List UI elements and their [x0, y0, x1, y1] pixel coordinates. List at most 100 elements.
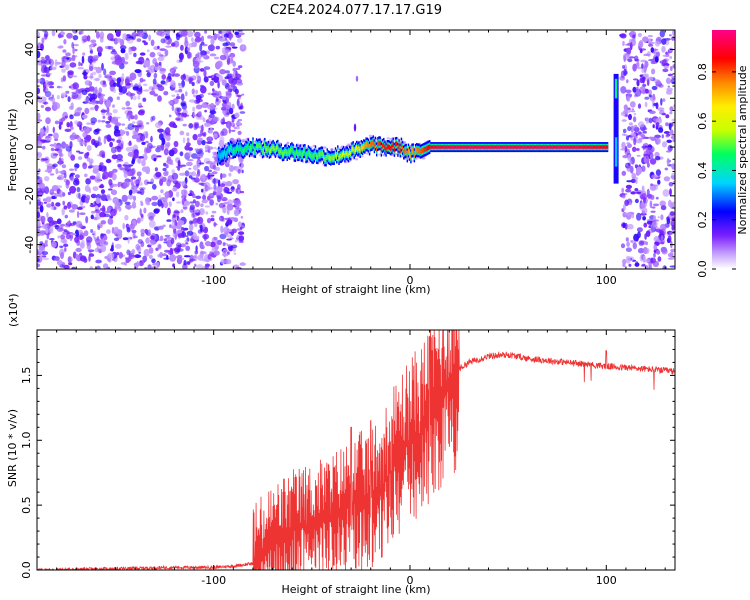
- noise-speckle: [142, 79, 146, 82]
- noise-speckle: [669, 211, 675, 216]
- signal-band-core: [438, 145, 440, 149]
- noise-speckle: [230, 42, 236, 47]
- noise-speckle: [110, 189, 118, 196]
- noise-speckle: [161, 253, 167, 257]
- signal-band-core: [351, 146, 353, 152]
- noise-speckle: [229, 231, 233, 234]
- signal-band-core: [409, 151, 411, 157]
- noise-speckle: [124, 52, 129, 61]
- noise-speckle: [63, 173, 67, 179]
- signal-band-core: [573, 145, 576, 149]
- noise-speckle: [53, 153, 59, 156]
- noise-speckle: [136, 171, 142, 177]
- noise-speckle: [187, 46, 191, 52]
- signal-band-core: [470, 145, 472, 149]
- noise-speckle: [620, 33, 627, 39]
- signal-halo: [212, 161, 216, 164]
- signal-band-core: [250, 145, 252, 151]
- signal-band-core: [284, 149, 286, 155]
- noise-speckle: [65, 52, 71, 57]
- noise-speckle: [220, 121, 228, 124]
- noise-speckle: [179, 164, 187, 167]
- noise-speckle: [221, 106, 227, 111]
- noise-speckle: [654, 56, 659, 63]
- noise-speckle: [652, 124, 655, 129]
- noise-speckle: [629, 101, 636, 108]
- signal-halo: [378, 153, 382, 156]
- noise-speckle: [631, 108, 635, 111]
- signal-halo: [212, 155, 216, 159]
- signal-band-core: [498, 145, 500, 149]
- signal-halo: [312, 144, 316, 148]
- noise-speckle: [76, 211, 80, 218]
- noise-speckle: [170, 225, 178, 230]
- signal-band-core: [287, 149, 290, 155]
- signal-band-core: [485, 145, 487, 149]
- noise-speckle: [45, 55, 50, 61]
- noise-speckle: [124, 257, 130, 260]
- noise-speckle: [197, 60, 204, 63]
- noise-speckle: [636, 86, 639, 90]
- noise-speckle: [72, 35, 79, 41]
- noise-speckle: [133, 179, 140, 184]
- noise-speckle: [188, 167, 192, 170]
- noise-speckle: [57, 33, 62, 39]
- artifact-speckle: [355, 75, 359, 82]
- noise-speckle: [199, 68, 205, 72]
- signal-band-core: [436, 145, 438, 149]
- noise-speckle: [62, 49, 67, 53]
- noise-speckle: [228, 46, 232, 53]
- noise-speckle: [163, 171, 169, 177]
- snr-xtick-label: -100: [201, 574, 226, 587]
- signal-band-core: [371, 141, 373, 147]
- signal-band-core: [340, 153, 343, 159]
- noise-speckle: [642, 130, 647, 134]
- snr-frame: [36, 329, 676, 571]
- noise-speckle: [63, 229, 68, 233]
- noise-speckle: [666, 238, 671, 243]
- noise-speckle: [643, 156, 647, 163]
- noise-speckle: [661, 248, 668, 255]
- signal-band-core: [478, 145, 480, 149]
- signal-band-core: [270, 148, 272, 154]
- noise-speckle: [125, 100, 131, 107]
- noise-speckle: [178, 52, 184, 61]
- noise-speckle: [635, 166, 643, 175]
- noise-speckle: [230, 244, 238, 249]
- signal-band-core: [525, 145, 527, 149]
- noise-speckle: [177, 166, 181, 171]
- noise-speckle: [148, 254, 153, 259]
- noise-speckle: [229, 165, 234, 172]
- noise-speckle: [209, 199, 215, 206]
- spectrogram-frame: [36, 29, 676, 270]
- signal-halo: [213, 146, 217, 150]
- signal-band-core: [479, 145, 482, 149]
- noise-speckle: [43, 101, 49, 105]
- noise-speckle: [195, 173, 199, 178]
- noise-speckle: [632, 116, 637, 123]
- noise-speckle: [620, 243, 626, 249]
- noise-speckle: [669, 34, 672, 37]
- signal-band-core: [347, 152, 350, 158]
- noise-speckle: [661, 134, 664, 139]
- noise-speckle: [170, 237, 175, 245]
- noise-speckle: [632, 242, 637, 250]
- noise-speckle: [165, 164, 169, 169]
- noise-speckle: [37, 140, 43, 147]
- noise-speckle: [42, 257, 50, 261]
- noise-speckle: [622, 204, 626, 211]
- noise-speckle: [660, 235, 664, 242]
- noise-speckle: [50, 147, 55, 152]
- signal-halo: [422, 157, 426, 160]
- noise-speckle: [116, 139, 122, 144]
- signal-band-core: [260, 145, 262, 151]
- noise-speckle: [88, 65, 94, 72]
- noise-speckle: [642, 247, 650, 254]
- noise-speckle: [186, 137, 190, 143]
- noise-speckle: [143, 41, 148, 46]
- noise-speckle: [176, 201, 182, 204]
- signal-band-core: [516, 145, 518, 149]
- noise-speckle: [622, 40, 625, 47]
- signal-band-core: [281, 151, 284, 157]
- noise-speckle: [151, 201, 158, 207]
